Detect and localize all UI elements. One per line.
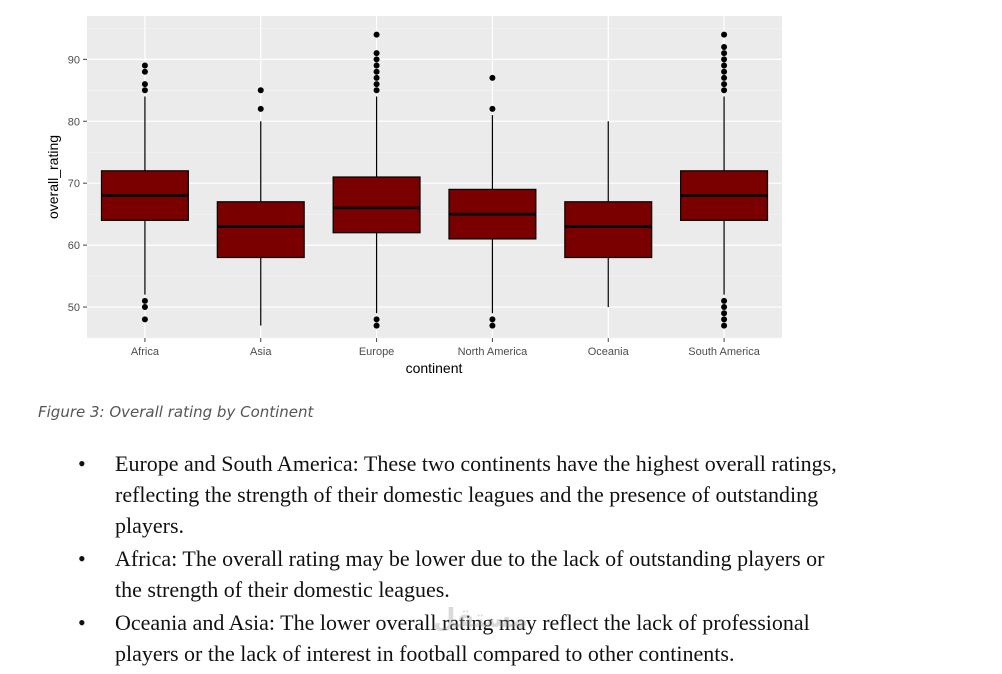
- outlier-point: [721, 87, 728, 94]
- box-europe: [332, 31, 421, 329]
- box-iqr: [332, 176, 421, 234]
- x-tick-label: Asia: [250, 346, 272, 358]
- outlier-point: [373, 74, 380, 81]
- outlier-point: [721, 304, 728, 311]
- box-oceania: [564, 121, 653, 308]
- bullet-europe-south-america: • Europe and South America: These two co…: [78, 448, 978, 541]
- outlier-point: [721, 297, 728, 304]
- y-tick-label: 80: [68, 116, 80, 128]
- outlier-point: [373, 87, 380, 94]
- bullet-text-line: Oceania and Asia: The lower overall rati…: [115, 610, 810, 635]
- outlier-point: [141, 87, 148, 94]
- outlier-point: [373, 316, 380, 323]
- outlier-point: [141, 62, 148, 69]
- y-tick-label: 60: [68, 240, 80, 252]
- outlier-point: [141, 68, 148, 75]
- bullet-text-line: players.: [115, 513, 185, 538]
- figure-caption: Figure 3: Overall rating by Continent: [38, 403, 314, 421]
- y-tick-label: 50: [68, 302, 80, 314]
- outlier-point: [141, 304, 148, 311]
- outlier-point: [721, 322, 728, 329]
- y-tick-label: 70: [68, 178, 80, 190]
- outlier-point: [373, 68, 380, 75]
- x-tick-label: Europe: [359, 346, 394, 358]
- outlier-point: [721, 56, 728, 63]
- y-tick-label: 90: [68, 54, 80, 66]
- x-tick-label: Africa: [131, 346, 160, 358]
- bullet-marker: •: [78, 610, 86, 635]
- box-iqr: [216, 201, 305, 259]
- x-tick-label: Oceania: [588, 346, 630, 358]
- box-plot: 50 60 70 80 90 Africa Asia Europe North America…: [45, 16, 782, 376]
- y-axis: 50 60 70 80 90: [68, 54, 87, 314]
- x-tick-label: South America: [688, 346, 760, 358]
- outlier-point: [373, 31, 380, 38]
- outlier-point: [721, 316, 728, 323]
- watermark-logo: مستقل: [433, 604, 529, 634]
- outlier-point: [141, 297, 148, 304]
- box-asia: [216, 87, 305, 326]
- outlier-point: [721, 50, 728, 57]
- outlier-point: [141, 316, 148, 323]
- bullet-text-line: the strength of their domestic leagues.: [115, 577, 450, 602]
- box-africa: [100, 62, 189, 323]
- x-axis-title: continent: [406, 360, 463, 376]
- outlier-point: [141, 81, 148, 88]
- outlier-point: [373, 50, 380, 57]
- x-axis: Africa Asia Europe North America Oceania Sout…: [131, 338, 761, 358]
- outlier-point: [373, 62, 380, 69]
- bullet-marker: •: [78, 451, 86, 476]
- outlier-point: [257, 105, 264, 112]
- x-tick-label: North America: [458, 346, 529, 358]
- outlier-point: [721, 43, 728, 50]
- outlier-point: [489, 316, 496, 323]
- outlier-point: [721, 68, 728, 75]
- outlier-point: [489, 322, 496, 329]
- box-south-america: [680, 31, 769, 329]
- y-axis-title: overall_rating: [45, 135, 61, 219]
- bullet-marker: •: [78, 546, 86, 571]
- bullet-text-line: Europe and South America: These two cont…: [115, 451, 837, 476]
- outlier-point: [489, 74, 496, 81]
- outlier-point: [489, 105, 496, 112]
- bullet-text-line: players or the lack of interest in footb…: [115, 641, 735, 666]
- bullet-text-line: Africa: The overall rating may be lower …: [115, 546, 825, 571]
- outlier-point: [721, 31, 728, 38]
- box-north-america: [448, 74, 537, 329]
- outlier-point: [257, 87, 264, 94]
- box-iqr: [564, 201, 653, 259]
- bullet-africa: • Africa: The overall rating may be lowe…: [78, 543, 978, 605]
- outlier-point: [373, 81, 380, 88]
- outlier-point: [373, 322, 380, 329]
- outlier-point: [721, 62, 728, 69]
- bullet-list: • Europe and South America: These two co…: [78, 448, 978, 671]
- outlier-point: [373, 56, 380, 63]
- plot-panel: [87, 16, 782, 338]
- outlier-point: [721, 310, 728, 317]
- bullet-oceania-asia: • Oceania and Asia: The lower overall ra…: [78, 607, 978, 669]
- outlier-point: [721, 81, 728, 88]
- outlier-point: [721, 74, 728, 81]
- box-series: [100, 31, 769, 329]
- bullet-text-line: reflecting the strength of their domesti…: [115, 482, 819, 507]
